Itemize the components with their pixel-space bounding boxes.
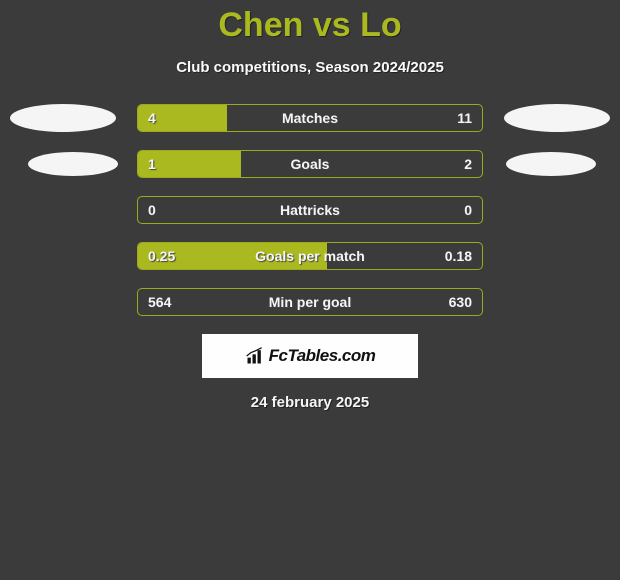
player-blob-right (504, 104, 610, 132)
stat-bar: 564 Min per goal 630 (137, 288, 483, 316)
stat-bar: 0.25 Goals per match 0.18 (137, 242, 483, 270)
stats-card: Chen vs Lo Club competitions, Season 202… (0, 0, 620, 411)
stat-row-matches: 4 Matches 11 (0, 104, 620, 132)
stat-bar: 1 Goals 2 (137, 150, 483, 178)
stat-row-goals-per-match: 0.25 Goals per match 0.18 (0, 242, 620, 270)
blob-spacer (504, 242, 610, 270)
blob-spacer (504, 288, 610, 316)
stat-label: Min per goal (269, 294, 351, 310)
blob-spacer (10, 288, 116, 316)
stat-row-goals: 1 Goals 2 (0, 150, 620, 178)
stat-value-right: 630 (449, 294, 472, 310)
stat-bar: 4 Matches 11 (137, 104, 483, 132)
stat-label: Matches (282, 110, 338, 126)
blob-spacer (10, 242, 116, 270)
stat-value-right: 11 (457, 110, 472, 126)
stat-bar: 0 Hattricks 0 (137, 196, 483, 224)
blob-spacer (504, 196, 610, 224)
player-blob-left (28, 152, 118, 176)
date-label: 24 february 2025 (0, 394, 620, 411)
blob-spacer (10, 196, 116, 224)
stat-rows: 4 Matches 11 1 Goals 2 0 Hattricks 0 (0, 104, 620, 316)
stat-label: Hattricks (280, 202, 340, 218)
stat-label: Goals (291, 156, 330, 172)
stat-value-left: 1 (148, 156, 156, 172)
logo-text: FcTables.com (269, 346, 376, 366)
page-title: Chen vs Lo (0, 6, 620, 45)
stat-label: Goals per match (255, 248, 365, 264)
stat-row-min-per-goal: 564 Min per goal 630 (0, 288, 620, 316)
stat-value-left: 564 (148, 294, 171, 310)
fctables-link[interactable]: FcTables.com (202, 334, 418, 378)
player-blob-right (506, 152, 596, 176)
stat-value-left: 4 (148, 110, 156, 126)
stat-value-left: 0 (148, 202, 156, 218)
stat-value-right: 2 (464, 156, 472, 172)
stat-value-left: 0.25 (148, 248, 175, 264)
player-blob-left (10, 104, 116, 132)
subtitle: Club competitions, Season 2024/2025 (0, 59, 620, 76)
stat-row-hattricks: 0 Hattricks 0 (0, 196, 620, 224)
bar-chart-icon (245, 346, 265, 366)
stat-value-right: 0.18 (445, 248, 472, 264)
stat-value-right: 0 (464, 202, 472, 218)
